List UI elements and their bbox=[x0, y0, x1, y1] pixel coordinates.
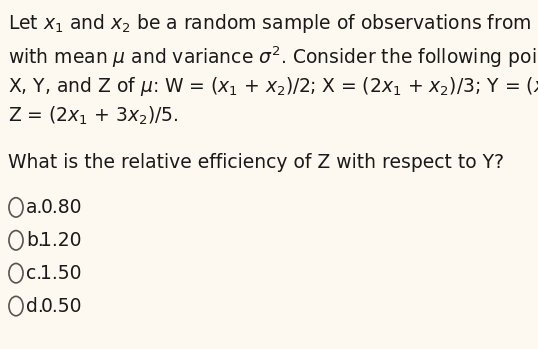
Text: X, Y, and Z of $\mu$: W = ($x_1$ + $x_2$)/2; X = (2$x_1$ + $x_2$)/3; Y = ($x_1$ : X, Y, and Z of $\mu$: W = ($x_1$ + $x_2$… bbox=[8, 75, 538, 98]
Text: 1.50: 1.50 bbox=[40, 264, 82, 283]
Text: a.: a. bbox=[26, 198, 44, 217]
Text: 0.80: 0.80 bbox=[40, 198, 82, 217]
Text: 0.50: 0.50 bbox=[40, 297, 82, 315]
Text: 1.20: 1.20 bbox=[40, 231, 82, 250]
Text: c.: c. bbox=[26, 264, 42, 283]
Text: Z = (2$x_1$ + 3$x_2$)/5.: Z = (2$x_1$ + 3$x_2$)/5. bbox=[8, 104, 179, 127]
Text: What is the relative efficiency of Z with respect to Y?: What is the relative efficiency of Z wit… bbox=[8, 153, 504, 172]
Text: with mean $\mu$ and variance $\sigma^2$. Consider the following point estimators: with mean $\mu$ and variance $\sigma^2$.… bbox=[8, 44, 538, 69]
Text: b.: b. bbox=[26, 231, 44, 250]
Text: Let $x_1$ and $x_2$ be a random sample of observations from a population: Let $x_1$ and $x_2$ be a random sample o… bbox=[8, 13, 538, 35]
Text: d.: d. bbox=[26, 297, 44, 315]
